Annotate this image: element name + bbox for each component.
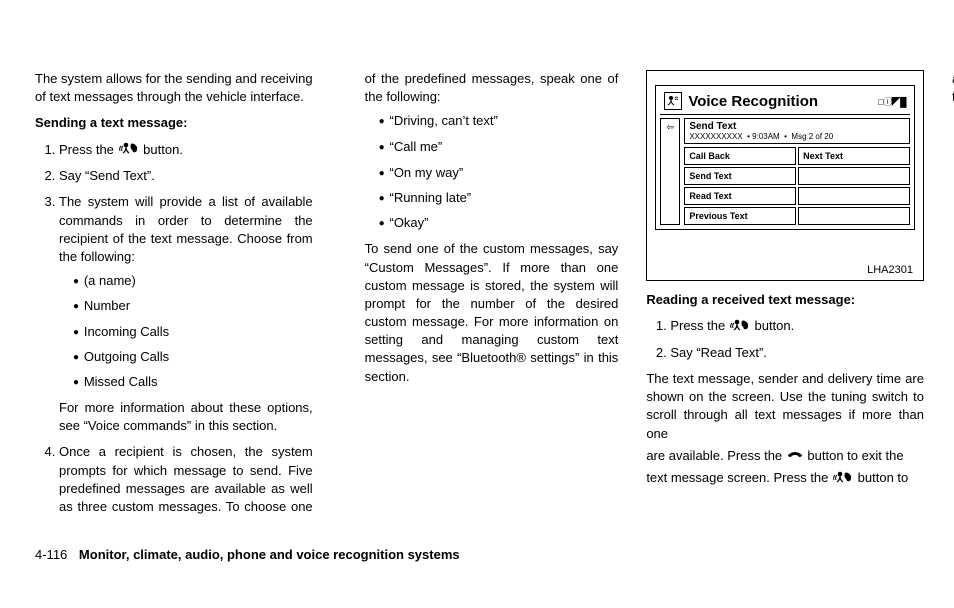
read-para-1: The text message, sender and delivery ti… [646,370,924,443]
vr-title-text: Voice Recognition [688,93,878,110]
opt-incoming: Incoming Calls [73,323,313,341]
page-columns: The system allows for the sending and re… [0,0,954,545]
read-step-2: Say “Read Text”. [670,344,924,362]
vr-screen: Voice Recognition □ⓘ◤█ ⇦ Send Text XXXXX… [655,85,915,230]
p2b: button to exit the [807,448,903,463]
vr-cell-prevtext: Previous Text [684,207,796,225]
vr-cell-readtext: Read Text [684,187,796,205]
figure-voice-recognition: Voice Recognition □ⓘ◤█ ⇦ Send Text XXXXX… [646,70,924,281]
vr-options-grid: Call Back Next Text Send Text Read Text … [684,147,910,225]
custom-msg-text: To send one of the custom messages, say … [341,240,619,386]
predef-messages-2: “On my way” “Running late” “Okay” [341,164,619,233]
vr-status-icons: □ⓘ◤█ [878,95,906,108]
read-para-3: text message screen. Press the button to [646,469,924,488]
opt-number: Number [73,297,313,315]
vr-info-title: Send Text [689,121,905,132]
vr-info-box: Send Text XXXXXXXXXX • 9:03AM • Msg 2 of… [684,118,910,144]
vr-cell-nexttext: Next Text [798,147,910,165]
figure-frame: Voice Recognition □ⓘ◤█ ⇦ Send Text XXXXX… [646,70,924,281]
phone-hangup-icon [786,447,804,465]
options-note: For more information about these options… [59,399,313,435]
vr-cell-empty2 [798,187,910,205]
msg-okay: “Okay” [379,214,619,232]
recipient-options: (a name) Number Incoming Calls Outgoing … [59,272,313,391]
p3a: text message screen. Press the [646,470,828,485]
vr-cell-empty1 [798,167,910,185]
p3b: button to [858,470,909,485]
page-footer: 4-116 Monitor, climate, audio, phone and… [0,545,954,562]
voice-button-icon [729,318,751,336]
step3-text: The system will provide a list of availa… [59,194,313,264]
rstep1-text-a: Press the [670,318,725,333]
speak-icon [664,92,682,110]
opt-name: (a name) [73,272,313,290]
msg-runninglate: “Running late” [379,189,619,207]
figure-label: LHA2301 [655,264,915,276]
intro-text: The system allows for the sending and re… [35,70,313,106]
opt-outgoing: Outgoing Calls [73,348,313,366]
vr-title-row: Voice Recognition □ⓘ◤█ [660,90,910,115]
read-para-2: are available. Press the button to exit … [646,447,924,466]
msg-callme: “Call me” [379,138,619,156]
vr-main: Send Text XXXXXXXXXX • 9:03AM • Msg 2 of… [684,118,910,225]
vr-cell-sendtext: Send Text [684,167,796,185]
step1-text-a: Press the [59,142,114,157]
msg-onmyway: “On my way” [379,164,619,182]
voice-button-icon [118,141,140,159]
read-step-1: Press the button. [670,317,924,336]
p2a: are available. Press the [646,448,782,463]
vr-body: ⇦ Send Text XXXXXXXXXX • 9:03AM • Msg 2 … [660,115,910,225]
page-number: 4-116 [35,547,67,562]
send-step-1: Press the button. [59,141,313,160]
footer-title: Monitor, climate, audio, phone and voice… [79,547,460,562]
vr-cell-callback: Call Back [684,147,796,165]
voice-button-icon [832,470,854,488]
heading-sending: Sending a text message: [35,114,313,132]
msg-driving: “Driving, can’t text” [379,112,619,130]
opt-missed: Missed Calls [73,373,313,391]
rstep1-text-b: button. [754,318,794,333]
send-step-2: Say “Send Text”. [59,167,313,185]
read-steps: Press the button. Say “Read Text”. [646,317,924,362]
vr-info-detail: XXXXXXXXXX • 9:03AM • Msg 2 of 20 [689,132,905,141]
heading-reading: Reading a received text message: [646,291,924,309]
predef-messages-1: “Driving, can’t text” “Call me” [365,112,619,155]
send-step-3: The system will provide a list of availa… [59,193,313,435]
vr-cell-empty3 [798,207,910,225]
step1-text-b: button. [143,142,183,157]
vr-back-icon: ⇦ [660,118,680,225]
